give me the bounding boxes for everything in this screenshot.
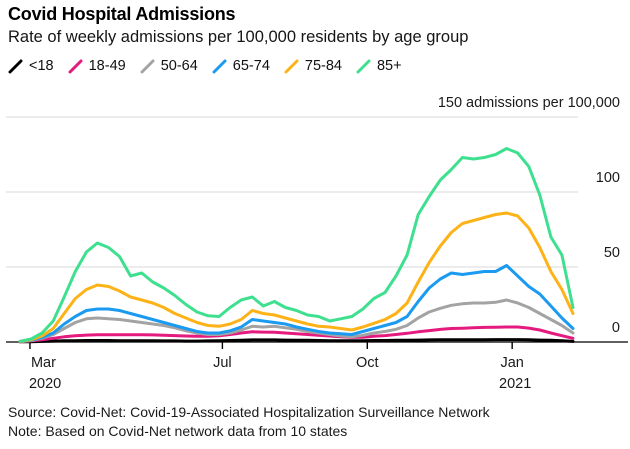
x-axis-year-label: 2021 xyxy=(499,376,531,392)
x-axis-month-label: Jan xyxy=(500,355,523,371)
series-line-6574 xyxy=(18,264,575,343)
series-line-5064 xyxy=(18,298,575,344)
legend-label: 18-49 xyxy=(88,58,126,74)
legend-item-18: <18 xyxy=(8,58,54,74)
legend-slash-icon xyxy=(356,59,371,73)
admissions-line-chart: 150 admissions per 100,000 0 50 100 Mar 2020 J… xyxy=(6,95,628,392)
legend-label: 75-84 xyxy=(304,58,342,74)
y-axis-tick-label: 50 xyxy=(604,245,620,261)
x-axis-month-label: Jul xyxy=(213,355,232,371)
legend-label: 50-64 xyxy=(160,58,198,74)
y-axis-tick-label: 100 xyxy=(596,170,620,186)
legend-item-1849: 18-49 xyxy=(68,58,126,74)
source-text: Source: Covid-Net: Covid-19-Associated H… xyxy=(8,404,490,420)
legend-slash-icon xyxy=(212,59,227,73)
legend-label: 85+ xyxy=(376,58,402,74)
series-line-85+ xyxy=(18,147,575,343)
legend-slash-icon xyxy=(68,59,83,73)
legend-slash-icon xyxy=(140,59,155,73)
series-line-7584 xyxy=(18,211,575,343)
chart-legend: <18 18-49 50-64 65-74 75-84 85+ xyxy=(8,58,416,74)
x-axis-month-label: Mar xyxy=(31,355,56,371)
series-line-1849 xyxy=(18,325,575,344)
legend-slash-icon xyxy=(8,59,23,73)
legend-item-5064: 50-64 xyxy=(140,58,198,74)
page-title: Covid Hospital Admissions xyxy=(8,4,236,24)
x-axis-year-label: 2020 xyxy=(29,376,61,392)
chart-subtitle: Rate of weekly admissions per 100,000 re… xyxy=(8,28,469,46)
series-line-18 xyxy=(18,338,575,344)
legend-label: <18 xyxy=(29,58,54,74)
legend-label: 65-74 xyxy=(232,58,270,74)
y-axis-tick-label: 0 xyxy=(612,320,620,336)
x-axis-month-label: Oct xyxy=(356,355,379,371)
note-text: Note: Based on Covid-Net network data fr… xyxy=(8,423,348,439)
y-axis-unit-label: 150 admissions per 100,000 xyxy=(438,95,620,111)
legend-item-85+: 85+ xyxy=(356,58,402,74)
legend-item-6574: 65-74 xyxy=(212,58,270,74)
legend-slash-icon xyxy=(284,59,299,73)
legend-item-7584: 75-84 xyxy=(284,58,342,74)
